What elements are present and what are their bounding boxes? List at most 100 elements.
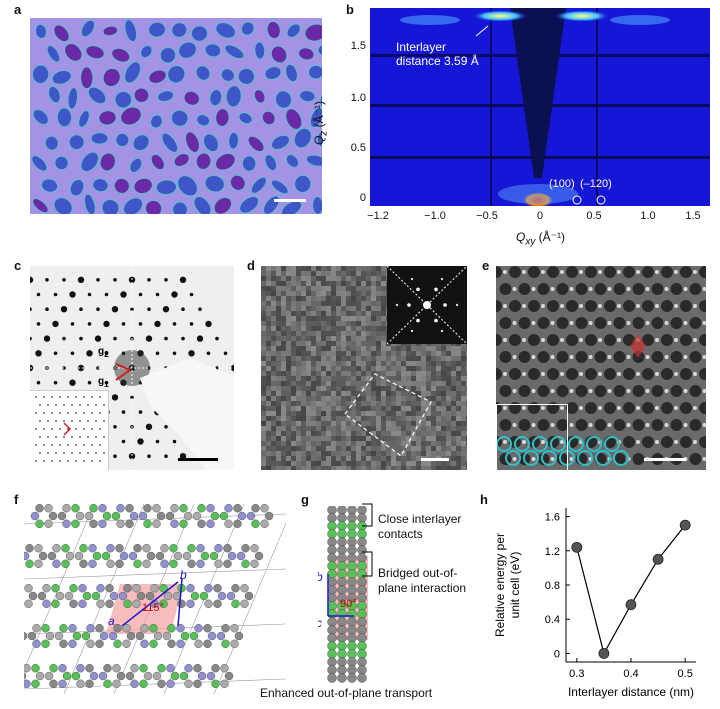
diffraction-spot bbox=[172, 439, 177, 444]
domain-oval bbox=[251, 177, 266, 193]
diffraction-spot bbox=[113, 336, 117, 341]
diffraction-spot bbox=[138, 292, 143, 297]
sim-dot bbox=[43, 444, 45, 446]
sim-dot bbox=[59, 412, 61, 414]
sim-dot bbox=[63, 404, 65, 406]
sim-dot bbox=[51, 396, 53, 398]
domain-oval bbox=[197, 115, 210, 126]
sim-dot bbox=[95, 404, 97, 406]
diffraction-spot bbox=[181, 336, 185, 341]
pore bbox=[642, 436, 654, 448]
diffraction-spot bbox=[94, 335, 102, 342]
pore bbox=[496, 300, 502, 312]
sim-dot bbox=[103, 436, 105, 438]
y-tick-label: 1.2 bbox=[545, 546, 560, 558]
sim-dot bbox=[43, 460, 45, 462]
sim-dot bbox=[71, 404, 73, 406]
angle-label: 115° bbox=[142, 602, 164, 614]
y-tick-label: 0 bbox=[554, 648, 560, 660]
pore bbox=[680, 334, 692, 346]
diffraction-spot bbox=[113, 454, 117, 458]
domain-oval bbox=[194, 197, 211, 214]
sim-dot bbox=[39, 452, 41, 454]
domain-oval bbox=[123, 198, 143, 214]
diffraction-spot bbox=[179, 276, 187, 283]
sim-dot bbox=[39, 436, 41, 438]
pore bbox=[575, 351, 588, 363]
diffraction-spot bbox=[154, 320, 161, 328]
sim-dot bbox=[47, 436, 49, 438]
g-note2-line1: Bridged out-of- bbox=[378, 566, 458, 580]
diffraction-spot bbox=[30, 336, 32, 341]
g-axis-c-label: c bbox=[318, 616, 322, 630]
domain-oval bbox=[313, 197, 322, 214]
diffraction-spot bbox=[172, 351, 177, 356]
y-tick-label: 0.8 bbox=[545, 580, 560, 592]
domain-oval bbox=[305, 24, 322, 41]
axis-a-label: a bbox=[108, 614, 115, 628]
y-tick-label: 0.4 bbox=[545, 614, 560, 626]
sim-dot bbox=[51, 460, 53, 462]
diffraction-spot bbox=[205, 320, 212, 328]
domain-oval bbox=[70, 179, 84, 196]
domain-oval bbox=[33, 65, 49, 83]
sim-dot bbox=[51, 412, 53, 414]
g-note1-line1: Close interlayer bbox=[378, 512, 462, 526]
pore bbox=[661, 300, 673, 312]
domain-oval bbox=[215, 153, 235, 170]
panel-f-label: f bbox=[14, 492, 19, 507]
pore bbox=[585, 300, 597, 312]
diffraction-spot bbox=[198, 307, 202, 311]
domain-oval bbox=[262, 111, 275, 125]
domain-oval bbox=[68, 88, 78, 109]
panel-h-label: h bbox=[480, 492, 488, 507]
sim-dot bbox=[95, 452, 97, 454]
pore bbox=[556, 283, 569, 295]
pore bbox=[651, 419, 664, 431]
pore bbox=[566, 300, 578, 312]
diffraction-spot bbox=[113, 278, 117, 282]
domain-oval bbox=[88, 87, 106, 104]
domain-oval bbox=[230, 175, 245, 190]
domain-oval bbox=[99, 111, 116, 125]
g1-label: g1 bbox=[98, 376, 109, 389]
fft-inset bbox=[386, 266, 467, 345]
sim-dot bbox=[35, 460, 37, 462]
domain-oval bbox=[130, 158, 142, 172]
sim-dot bbox=[103, 452, 105, 454]
domain-oval bbox=[168, 65, 185, 83]
diffraction-spot bbox=[36, 292, 41, 297]
domain-oval bbox=[103, 26, 118, 36]
diffraction-spot bbox=[172, 322, 177, 326]
domain-oval bbox=[54, 25, 69, 42]
pore bbox=[499, 385, 512, 397]
pore bbox=[575, 317, 588, 329]
domain-oval bbox=[286, 155, 299, 167]
pore bbox=[623, 436, 635, 448]
domain-oval bbox=[248, 136, 264, 152]
sim-dot bbox=[35, 428, 37, 430]
pore bbox=[575, 419, 588, 431]
sim-dot bbox=[83, 412, 85, 414]
diffraction-spot bbox=[104, 292, 109, 297]
sim-dot bbox=[75, 428, 77, 430]
sim-dot bbox=[91, 444, 93, 446]
inset-simulated-pattern bbox=[30, 390, 109, 470]
pore bbox=[680, 368, 692, 380]
diffraction-spot bbox=[87, 322, 92, 326]
pore bbox=[642, 266, 654, 278]
domain-oval bbox=[151, 115, 162, 128]
domain-oval bbox=[103, 68, 120, 87]
data-point bbox=[625, 599, 637, 611]
panel-b-label: b bbox=[346, 2, 354, 17]
pore bbox=[575, 385, 588, 397]
interlayer-annotation-line2: distance 3.59 Å bbox=[396, 54, 479, 68]
domain-oval bbox=[81, 152, 98, 172]
diffraction-spot bbox=[30, 276, 34, 283]
g-caption: Enhanced out-of-plane transport bbox=[260, 686, 433, 700]
pore bbox=[566, 402, 578, 414]
gisaxs-xlabel: Qxy (Å⁻¹) bbox=[516, 230, 566, 248]
diffraction-spot bbox=[215, 336, 219, 341]
sim-dot bbox=[51, 428, 53, 430]
domain-oval bbox=[149, 70, 166, 83]
